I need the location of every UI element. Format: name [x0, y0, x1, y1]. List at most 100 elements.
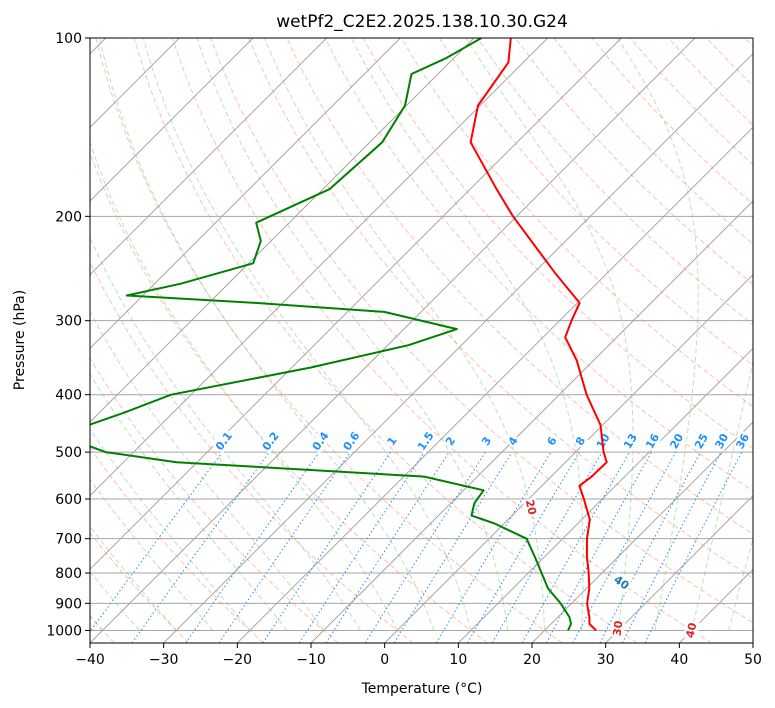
dry-adiabat-line	[477, 38, 753, 326]
moist-adiabat-label: 30	[611, 620, 626, 637]
isotherm-line	[310, 200, 753, 643]
chart-title: wetPf2_C2E2.2025.138.10.30.G24	[276, 12, 568, 32]
label-background	[683, 620, 700, 641]
moist-adiabat-label: 20	[523, 498, 539, 516]
label-background	[593, 430, 614, 453]
label-background	[522, 497, 540, 518]
dry-adiabat-line	[668, 38, 753, 126]
mixing-ratio-line	[435, 451, 552, 643]
mixing-ratio-label: 16	[643, 431, 662, 451]
label-background	[732, 430, 753, 452]
label-background	[505, 433, 522, 449]
mixing-ratio-label: 20	[667, 431, 686, 451]
mixing-ratio-line	[218, 451, 351, 643]
y-tick-label: 800	[55, 566, 82, 582]
moist-adiabat-label: 40	[683, 621, 699, 639]
x-tick-label: 40	[670, 652, 688, 668]
label-background	[620, 430, 641, 453]
label-background	[414, 428, 438, 454]
y-tick-label: 1000	[46, 623, 82, 639]
x-tick-label: 10	[449, 652, 467, 668]
moist-adiabat-line	[90, 310, 324, 631]
dry-adiabat-line	[90, 446, 264, 643]
mixing-ratio-label: 0.2	[260, 430, 282, 453]
moist-adiabat-line	[263, 38, 546, 631]
label-background	[132, 20, 150, 33]
dewpoint-line	[90, 38, 572, 631]
isotherm-line	[90, 38, 475, 423]
mixing-ratio-line	[599, 451, 701, 643]
mixing-ratio-label: 13	[621, 431, 640, 451]
dry-adiabat-label: 40	[611, 573, 631, 593]
mixing-ratio-line	[467, 451, 580, 643]
label-background	[478, 433, 495, 449]
dry-adiabat-line	[706, 38, 753, 87]
label-background	[383, 433, 401, 449]
dry-adiabat-line	[248, 38, 753, 579]
moist-adiabat-line	[98, 38, 435, 631]
dry-adiabat-line	[515, 38, 753, 285]
moist-adiabat-line	[142, 38, 472, 631]
y-tick-label: 100	[55, 31, 82, 47]
moist-adiabat-line	[728, 537, 753, 631]
moist-adiabat-line	[616, 38, 699, 631]
label-background	[340, 428, 364, 454]
dry-adiabat-line	[400, 38, 753, 408]
dry-adiabat-line	[90, 260, 414, 643]
moist-adiabat-line	[196, 38, 509, 631]
x-tick-label: −10	[296, 652, 326, 668]
mixing-ratio-label: 0.4	[310, 429, 332, 453]
moist-adiabat-line	[465, 38, 634, 631]
x-tick-label: 20	[523, 652, 541, 668]
mixing-ratio-line	[521, 451, 630, 643]
x-tick-label: 30	[597, 652, 615, 668]
y-tick-label: 200	[55, 209, 82, 225]
label-background	[610, 618, 626, 638]
y-tick-label: 700	[55, 532, 82, 548]
mixing-ratio-line	[545, 451, 653, 643]
mixing-ratio-label: 1.5	[415, 430, 437, 453]
label-background	[572, 433, 589, 449]
isotherm-line	[752, 642, 753, 643]
moist-adiabat-line	[691, 358, 753, 631]
isotherm-line	[90, 38, 622, 571]
isotherm-line	[531, 421, 753, 643]
label-background	[610, 572, 633, 594]
isotherm-line	[457, 347, 753, 643]
mixing-ratio-line	[621, 451, 722, 643]
label-background	[259, 428, 283, 454]
isotherm-line	[90, 38, 549, 497]
dry-adiabat-line	[171, 38, 712, 643]
profile-lines	[90, 38, 608, 632]
line-labels: 400.1 0.2 0.4 0.6 1 1.5 2 3 4 6 8 10 13 16 20 25 30 360 10…	[132, 20, 753, 641]
mixing-ratio-line	[131, 451, 270, 643]
mixing-ratio-line	[572, 451, 677, 643]
mixing-ratio-line	[90, 451, 223, 633]
moist-adiabat-line	[90, 373, 288, 631]
mixing-ratio-label: 36	[733, 431, 752, 451]
dry-adiabat-line	[438, 38, 753, 367]
dry-adiabat-line	[591, 38, 753, 205]
mixing-ratio-line	[325, 451, 450, 643]
label-background	[666, 430, 687, 453]
isotherm-line	[236, 126, 753, 643]
dry-adiabat-line	[90, 151, 488, 643]
isotherm-line	[90, 38, 254, 202]
dry-adiabat-line	[210, 38, 753, 624]
isotherm-line	[605, 494, 753, 643]
isotherm-line	[90, 38, 696, 643]
y-tick-label: 300	[55, 314, 82, 330]
y-tick-label: 400	[55, 388, 82, 404]
temperature-line	[469, 38, 608, 632]
moist-adiabat-line	[90, 140, 398, 631]
y-axis-label: Pressure (hPa)	[12, 290, 28, 390]
mixing-ratio-line	[393, 451, 513, 643]
dry-adiabat-line	[90, 532, 190, 643]
label-background	[442, 433, 459, 449]
y-tick-label: 600	[55, 492, 82, 508]
mixing-ratio-label: 25	[692, 431, 711, 451]
mixing-ratio-line	[262, 451, 392, 643]
x-axis-label: Temperature (°C)	[361, 681, 483, 697]
mixing-ratio-label: 0.1	[213, 430, 235, 453]
label-background	[712, 430, 732, 452]
